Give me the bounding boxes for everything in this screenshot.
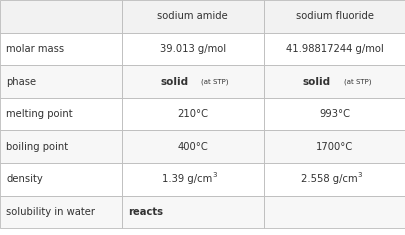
Text: (at STP): (at STP) [201,78,228,85]
Text: 3: 3 [211,172,216,178]
Bar [122,196,263,228]
Text: density: density [6,174,43,184]
Bar [0,196,122,228]
Bar [0,98,122,130]
Bar [263,33,405,65]
Text: 400°C: 400°C [177,142,208,152]
Bar [0,163,122,196]
Bar [0,0,122,33]
Bar [122,0,263,33]
Bar [0,33,122,65]
Text: 3: 3 [357,172,362,178]
Bar [0,65,122,98]
Text: (at STP): (at STP) [343,78,370,85]
Bar [122,33,263,65]
Text: solid: solid [160,77,188,86]
Bar [122,65,263,98]
Bar [122,130,263,163]
Bar [122,98,263,130]
Text: sodium fluoride: sodium fluoride [295,11,373,21]
Text: solid: solid [302,77,330,86]
Bar [263,163,405,196]
Text: 41.98817244 g/mol: 41.98817244 g/mol [286,44,383,54]
Text: 39.013 g/mol: 39.013 g/mol [160,44,225,54]
Bar [0,130,122,163]
Text: 1.39 g/cm: 1.39 g/cm [161,174,211,184]
Text: 210°C: 210°C [177,109,208,119]
Text: solubility in water: solubility in water [6,207,95,217]
Text: sodium amide: sodium amide [157,11,228,21]
Text: 2.558 g/cm: 2.558 g/cm [300,174,356,184]
Text: 1700°C: 1700°C [315,142,353,152]
Bar [122,163,263,196]
Text: boiling point: boiling point [6,142,68,152]
Text: molar mass: molar mass [6,44,64,54]
Bar [263,0,405,33]
Text: 993°C: 993°C [319,109,350,119]
Text: reacts: reacts [128,207,162,217]
Bar [263,130,405,163]
Text: melting point: melting point [6,109,72,119]
Bar [263,196,405,228]
Bar [263,98,405,130]
Bar [263,65,405,98]
Text: phase: phase [6,77,36,86]
